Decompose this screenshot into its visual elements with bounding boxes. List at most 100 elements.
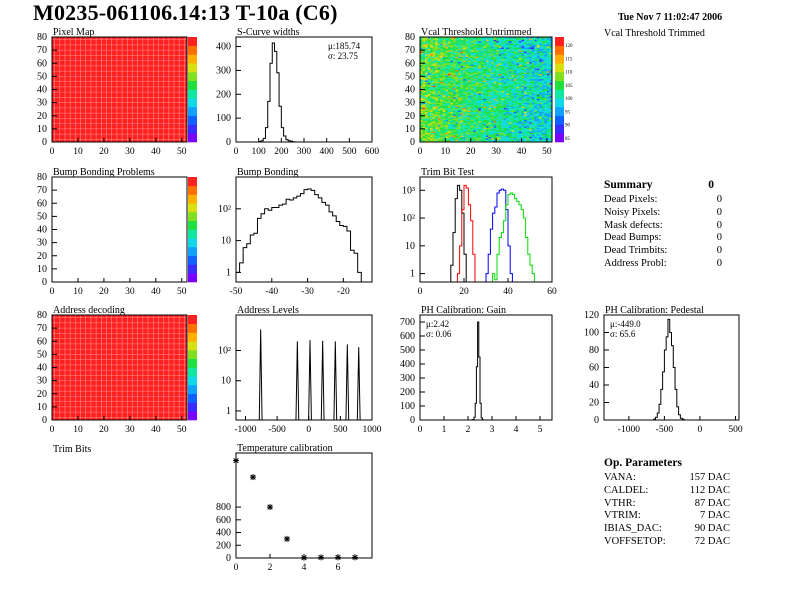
y-tick-label: 0 bbox=[410, 137, 415, 148]
heatmap-cell bbox=[519, 107, 522, 110]
heatmap-cell bbox=[440, 72, 444, 74]
heatmap-cell bbox=[445, 109, 449, 111]
heatmap-cell bbox=[501, 39, 504, 42]
heatmap-cell bbox=[468, 72, 471, 74]
heatmap-cell bbox=[480, 63, 484, 65]
heatmap-cell bbox=[519, 127, 522, 130]
heatmap-cell bbox=[493, 124, 497, 127]
heatmap-cell bbox=[473, 46, 477, 48]
heatmap-cell bbox=[453, 126, 456, 128]
heatmap-cell bbox=[488, 82, 492, 85]
heatmap-cell bbox=[539, 123, 543, 126]
colorbar-segment bbox=[555, 98, 564, 108]
heatmap-cell bbox=[483, 52, 487, 55]
heatmap-cell bbox=[516, 117, 520, 119]
heatmap-cell bbox=[536, 111, 540, 114]
heatmap-cell bbox=[425, 48, 428, 51]
heatmap-cell bbox=[478, 119, 482, 122]
heatmap-cell bbox=[501, 118, 504, 120]
heatmap-cell bbox=[463, 140, 466, 143]
heatmap-cell bbox=[468, 140, 471, 143]
x-tick-label: 30 bbox=[125, 425, 135, 435]
heatmap-cell bbox=[493, 127, 497, 130]
colorbar-segment bbox=[555, 63, 564, 73]
heatmap-cell bbox=[420, 39, 423, 42]
row-value: 0 bbox=[716, 257, 722, 269]
x-tick-label: 6 bbox=[336, 563, 341, 573]
heatmap-cell bbox=[486, 69, 489, 72]
heatmap-cell bbox=[511, 43, 515, 46]
heatmap-cell bbox=[473, 75, 477, 77]
heatmap-cell bbox=[427, 88, 431, 90]
heatmap-cell bbox=[524, 123, 527, 126]
heatmap-cell bbox=[478, 106, 482, 109]
heatmap-cell bbox=[493, 43, 497, 46]
heatmap-cell bbox=[506, 44, 510, 47]
heatmap-cell bbox=[460, 89, 464, 92]
heatmap-cell bbox=[420, 79, 423, 81]
heatmap-cell bbox=[422, 80, 426, 82]
y-tick-label: 10² bbox=[218, 204, 231, 215]
heatmap-cell bbox=[534, 89, 537, 92]
heatmap-cell bbox=[425, 122, 428, 124]
heatmap-cell bbox=[450, 93, 454, 95]
heatmap-cell bbox=[496, 38, 499, 40]
heatmap-cell bbox=[430, 123, 433, 126]
heatmap-cell bbox=[458, 96, 461, 98]
heatmap-cell bbox=[519, 124, 522, 127]
heatmap-cell bbox=[534, 58, 537, 60]
heatmap-cell bbox=[480, 101, 484, 103]
heatmap-cell bbox=[427, 38, 431, 40]
heatmap-cell bbox=[549, 100, 553, 102]
summary-row: Address Probl: 0 bbox=[604, 258, 722, 271]
heatmap-cell bbox=[541, 52, 545, 55]
heatmap-cell bbox=[508, 132, 512, 135]
heatmap-cell bbox=[491, 139, 494, 141]
heatmap-cell bbox=[440, 128, 444, 131]
heatmap-cell bbox=[442, 58, 446, 60]
heatmap-cell bbox=[463, 47, 466, 50]
heatmap-cell bbox=[473, 110, 477, 113]
heatmap-cell bbox=[430, 113, 433, 115]
heatmap-cell bbox=[529, 81, 532, 84]
heatmap-cell bbox=[450, 55, 454, 57]
heatmap-cell bbox=[475, 80, 479, 82]
heatmap-cell bbox=[432, 136, 436, 139]
heatmap-cell bbox=[549, 115, 553, 118]
heatmap-cell bbox=[430, 58, 433, 60]
heatmap-cell bbox=[534, 48, 537, 51]
heatmap-cell bbox=[529, 63, 532, 65]
heatmap-cell bbox=[445, 113, 449, 115]
heatmap-cell bbox=[437, 47, 441, 50]
heatmap-cell bbox=[447, 43, 451, 46]
heatmap-cell bbox=[432, 48, 436, 51]
page-title: M0235-061106.14:13 T-10a (C6) bbox=[33, 0, 338, 25]
heatmap-cell bbox=[498, 50, 502, 52]
heatmap-cell bbox=[506, 109, 510, 111]
heatmap-cell bbox=[488, 42, 492, 44]
heatmap-cell bbox=[422, 64, 426, 67]
heatmap-cell bbox=[524, 85, 527, 88]
heatmap-cell bbox=[453, 67, 456, 69]
heatmap-cell bbox=[493, 88, 497, 90]
heatmap-cell bbox=[442, 40, 446, 43]
heatmap-cell bbox=[450, 131, 454, 134]
heatmap-cell bbox=[511, 117, 515, 119]
heatmap-cell bbox=[519, 82, 522, 85]
heatmap-cell bbox=[455, 132, 459, 135]
heatmap-cell bbox=[445, 56, 449, 59]
heatmap-cell bbox=[437, 131, 441, 134]
heatmap-cell bbox=[455, 85, 459, 88]
heatmap-cell bbox=[529, 37, 532, 39]
heatmap-cell bbox=[437, 136, 441, 139]
heatmap-cell bbox=[478, 46, 482, 48]
heatmap-cell bbox=[468, 127, 471, 130]
heatmap-cell bbox=[546, 111, 550, 114]
heatmap-cell bbox=[534, 67, 537, 69]
heatmap-cell bbox=[440, 121, 444, 123]
heatmap-cell bbox=[422, 76, 426, 78]
heatmap-cell bbox=[440, 73, 444, 76]
heatmap-cell bbox=[478, 113, 482, 115]
heatmap-cell bbox=[534, 119, 537, 122]
heatmap-cell bbox=[437, 75, 441, 77]
